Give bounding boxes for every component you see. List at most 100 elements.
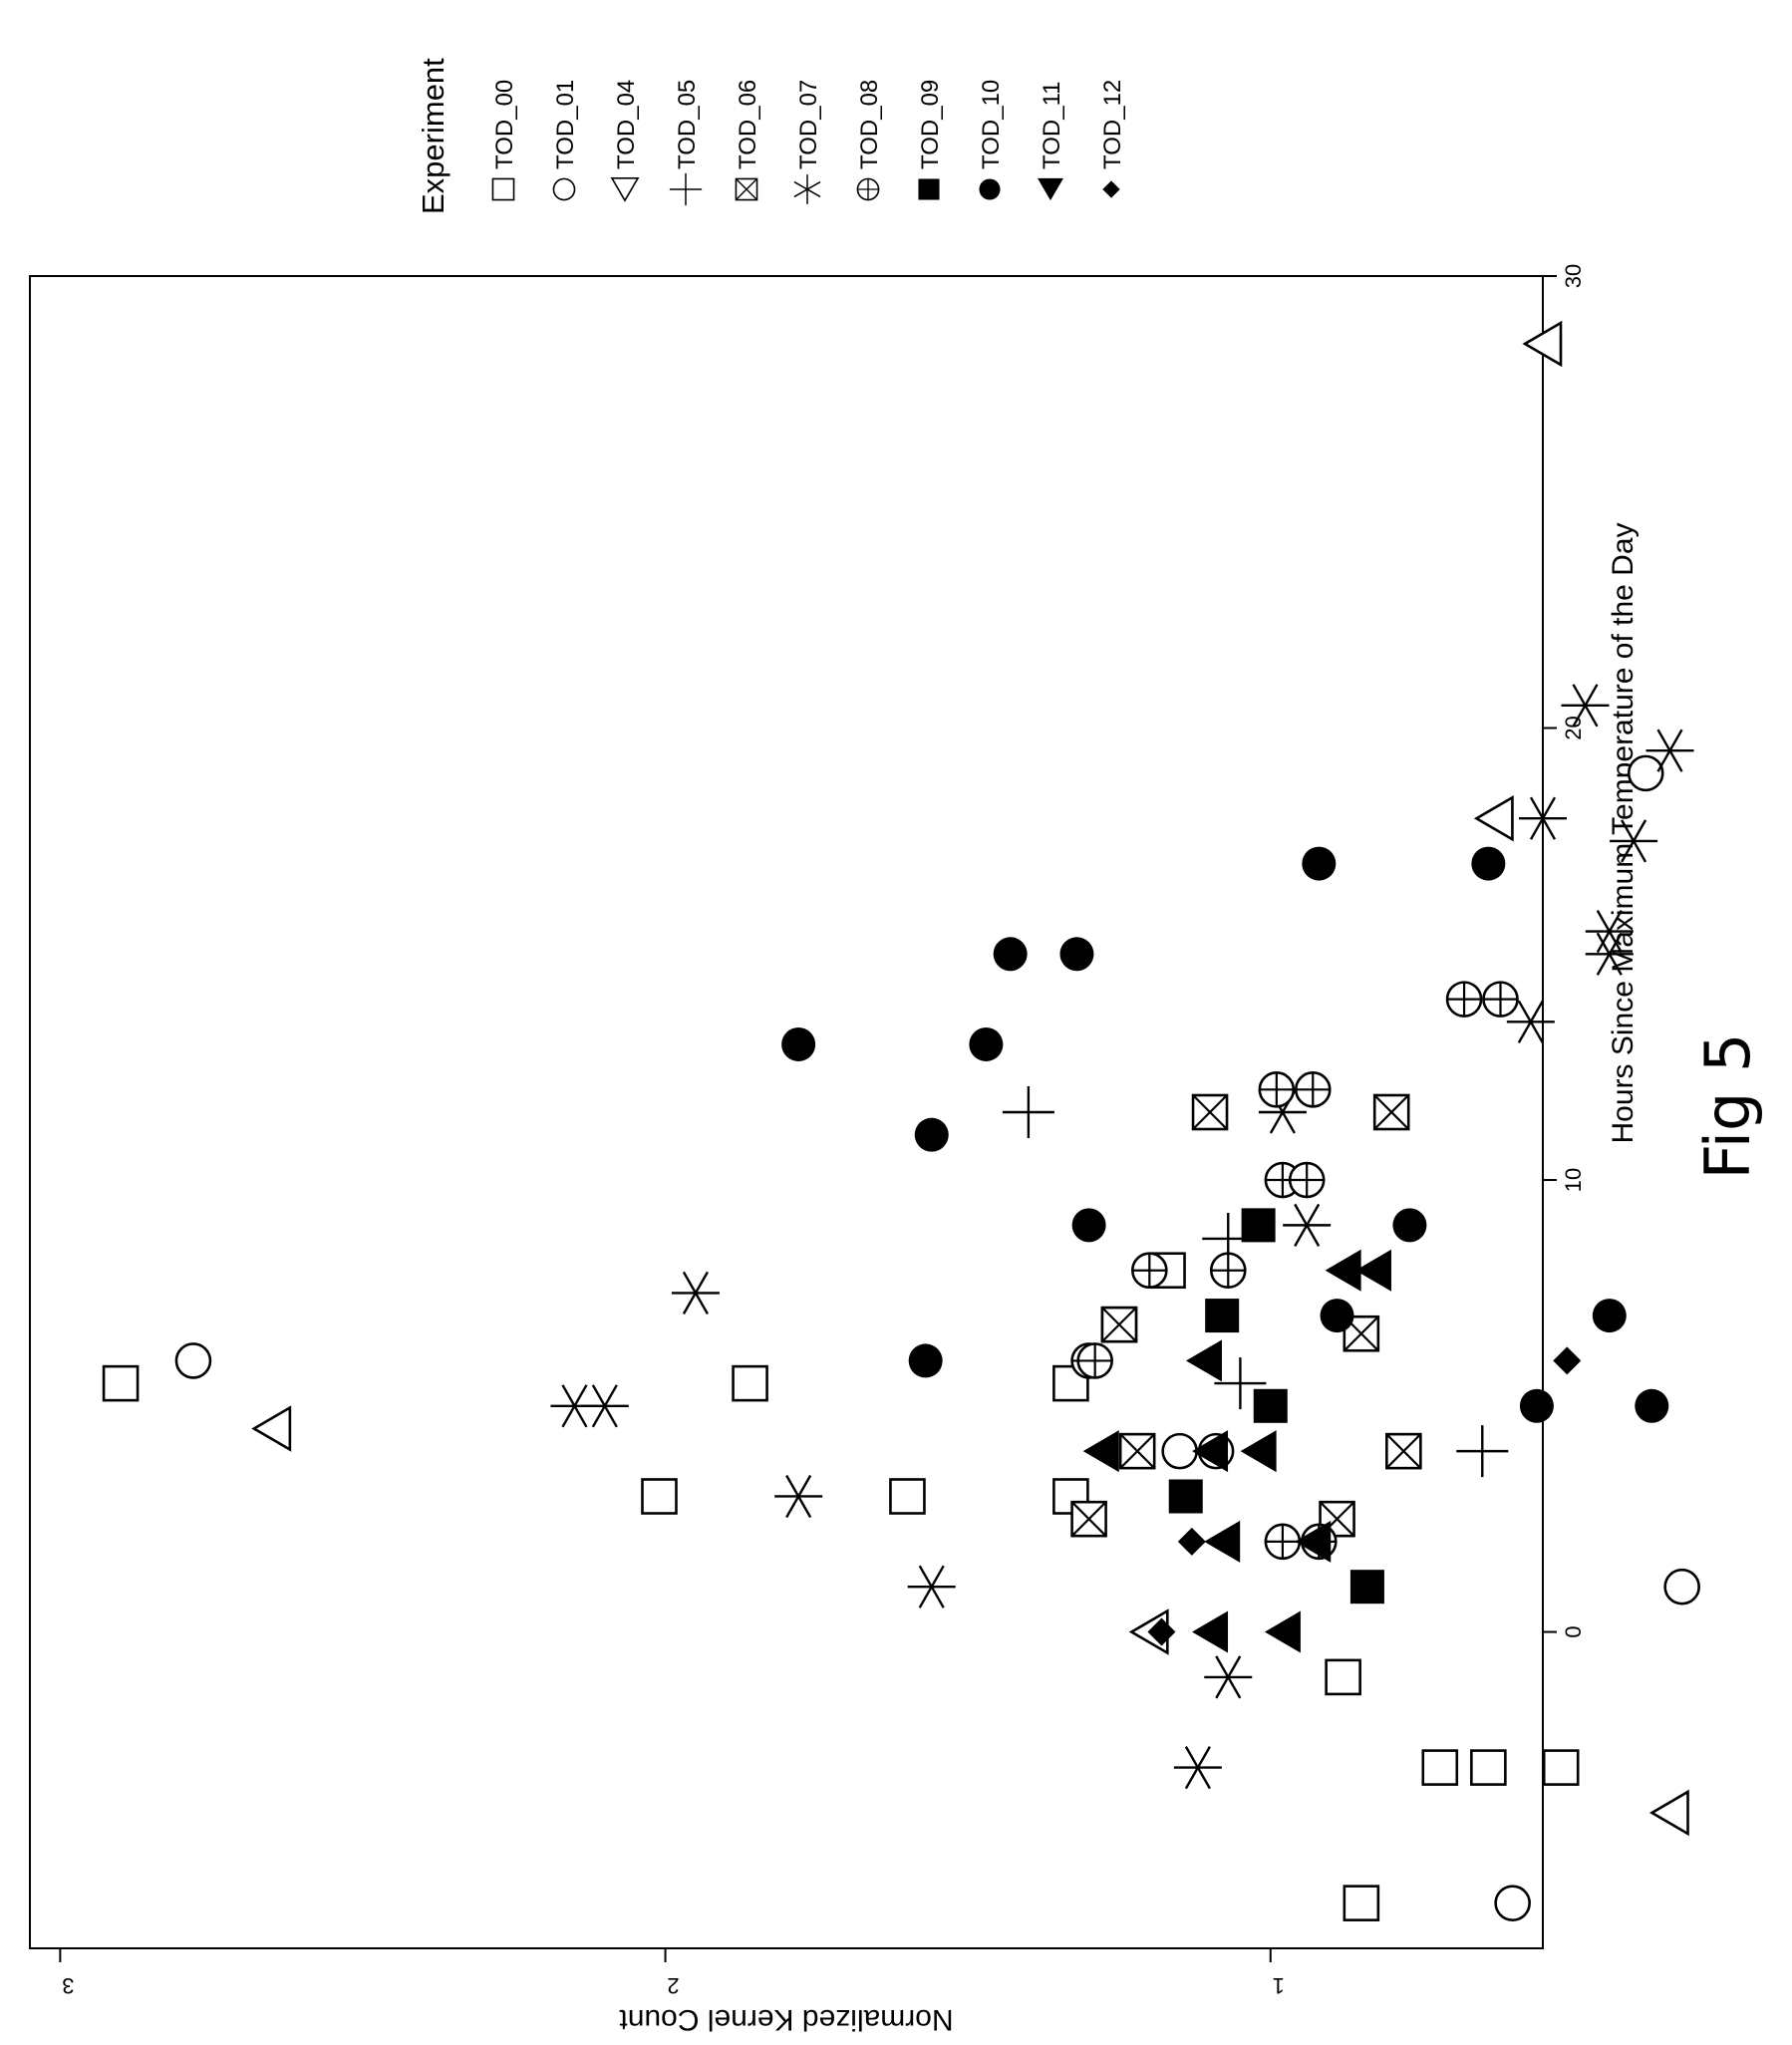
data-point	[1553, 1346, 1582, 1375]
data-point	[102, 1364, 140, 1402]
legend-marker	[735, 177, 758, 201]
y-axis: 1 2 3	[59, 1948, 1285, 1998]
y-tick-label: 2	[667, 1973, 679, 1998]
data-point	[1349, 1570, 1384, 1605]
data-point	[1635, 1388, 1669, 1423]
legend-label: TOD_00	[491, 80, 518, 169]
data-point	[1100, 1306, 1138, 1343]
data-point	[1392, 1208, 1427, 1243]
data-point	[908, 1343, 943, 1378]
data-point	[1192, 1610, 1229, 1653]
data-point	[1118, 1432, 1156, 1470]
data-point	[1161, 1432, 1198, 1470]
data-point	[1001, 1084, 1056, 1140]
data-point	[1288, 1161, 1326, 1199]
data-point	[1663, 1568, 1700, 1606]
legend-marker	[669, 172, 703, 206]
legend-marker	[979, 178, 1001, 200]
data-point	[1592, 1299, 1627, 1333]
series-tod-08	[1070, 981, 1519, 1561]
data-point	[1470, 1749, 1507, 1786]
data-point	[1494, 1885, 1531, 1921]
data-point	[1475, 795, 1514, 841]
data-point	[1281, 1203, 1333, 1248]
x-tick-label: 10	[1561, 1168, 1586, 1192]
legend-marker	[856, 177, 880, 201]
data-point	[1385, 1432, 1422, 1470]
data-point	[1372, 1093, 1410, 1131]
data-point	[641, 1478, 678, 1515]
data-point	[1650, 1790, 1689, 1836]
data-point	[1191, 1093, 1229, 1131]
data-point	[1264, 1610, 1301, 1653]
data-point	[1172, 1745, 1224, 1790]
data-point	[174, 1342, 212, 1379]
data-point	[1421, 1749, 1459, 1786]
legend-label: TOD_06	[735, 80, 761, 169]
legend: Experiment TOD_00 TOD_01 TOD_04 TOD_05 TOD_0…	[416, 58, 1126, 214]
series-tod-01	[174, 754, 1700, 1921]
x-tick-label: 20	[1561, 716, 1586, 739]
x-tick-label: 30	[1561, 264, 1586, 288]
x-tick-label: 0	[1561, 1625, 1586, 1637]
data-point	[1059, 937, 1094, 972]
legend-label: TOD_11	[1039, 82, 1065, 170]
data-point	[1325, 1658, 1361, 1696]
data-point	[906, 1564, 957, 1609]
data-point	[1264, 1523, 1302, 1561]
data-point	[1168, 1479, 1203, 1514]
data-point	[1240, 1430, 1277, 1473]
legend-label: TOD_04	[613, 80, 640, 169]
data-point	[1185, 1339, 1222, 1382]
y-tick-label: 1	[1273, 1973, 1285, 1998]
legend-marker	[793, 173, 821, 205]
data-point	[1627, 754, 1664, 792]
data-point	[781, 1026, 816, 1061]
figure-caption: Fig 5	[1691, 1033, 1764, 1180]
legend-label: TOD_10	[978, 80, 1005, 169]
data-point	[1205, 1299, 1240, 1333]
series-tod-04	[252, 321, 1689, 1836]
legend-label: TOD_01	[552, 80, 579, 169]
legend-label: TOD_07	[795, 80, 822, 169]
y-axis-title: Normalized Kernel Count	[619, 2003, 954, 2036]
legend-title: Experiment	[416, 58, 450, 214]
x-axis-title: Hours Since Maximum Temperature of the D…	[1607, 522, 1640, 1143]
data-point	[1471, 846, 1506, 881]
data-point	[1203, 1654, 1254, 1700]
series-tod-06	[1070, 1093, 1422, 1538]
scatter-points	[102, 321, 1700, 1921]
data-point	[889, 1478, 926, 1515]
data-point	[1258, 1071, 1296, 1108]
data-point	[1482, 981, 1519, 1018]
data-point	[1070, 1500, 1107, 1538]
data-point	[1241, 1208, 1276, 1243]
legend-marker	[491, 177, 515, 201]
data-point	[1131, 1252, 1168, 1290]
series-tod-07	[549, 683, 1695, 1790]
data-point	[1445, 981, 1483, 1018]
data-point	[1542, 1749, 1580, 1786]
data-point	[1209, 1252, 1247, 1290]
data-point	[1071, 1208, 1106, 1243]
data-point	[1343, 1885, 1380, 1921]
legend-marker	[611, 177, 639, 201]
data-point	[1302, 846, 1337, 881]
x-axis: 0 10 20 30	[1543, 264, 1586, 1638]
legend-marker	[552, 177, 576, 201]
data-point	[969, 1026, 1004, 1061]
data-point	[252, 1406, 292, 1451]
legend-marker	[1102, 180, 1120, 198]
data-point	[1320, 1299, 1354, 1333]
data-point	[1076, 1342, 1113, 1379]
legend-label: TOD_05	[674, 80, 701, 169]
data-point	[914, 1117, 949, 1152]
legend-label: TOD_12	[1099, 80, 1126, 169]
legend-label: TOD_08	[856, 80, 883, 169]
data-point	[1519, 1388, 1554, 1423]
y-tick-label: 3	[62, 1973, 74, 1998]
data-point	[1455, 1423, 1510, 1479]
data-point	[993, 937, 1028, 972]
data-point	[670, 1271, 722, 1315]
